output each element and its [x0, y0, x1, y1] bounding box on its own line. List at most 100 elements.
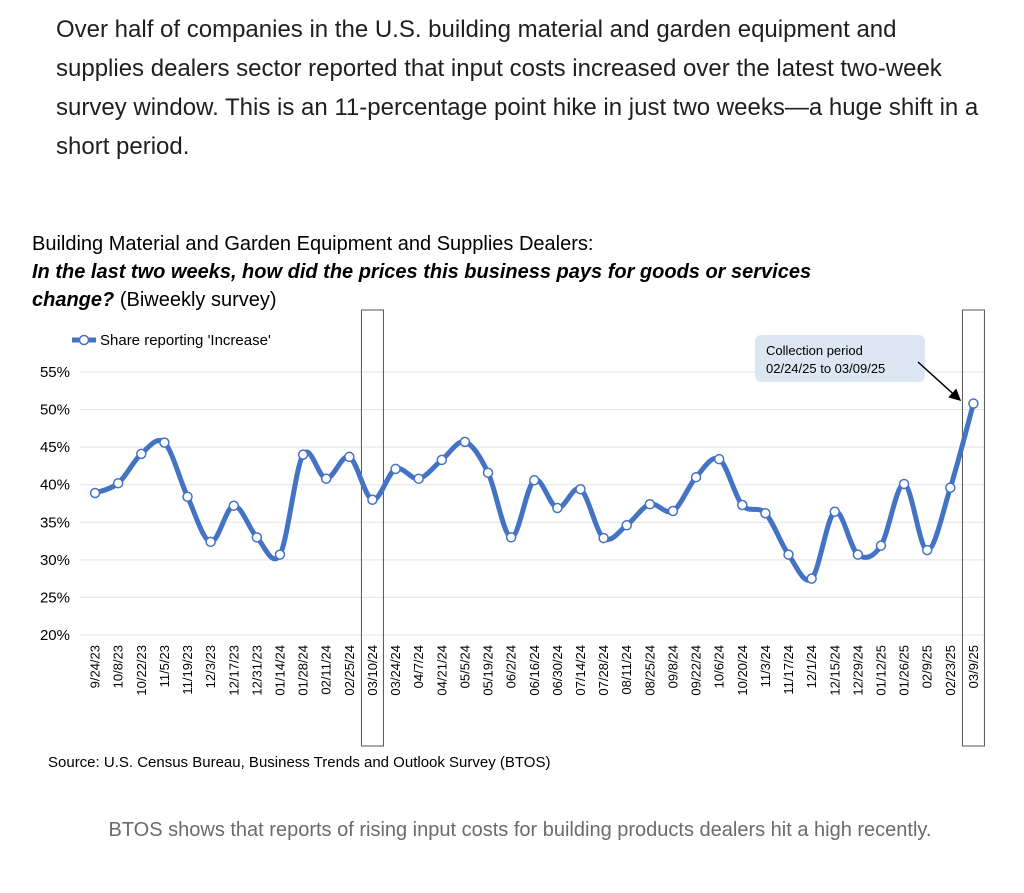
x-tick-label: 10/20/24 [735, 645, 750, 696]
x-tick-label: 07/28/24 [596, 645, 611, 696]
data-point [898, 478, 910, 490]
data-point [921, 544, 933, 556]
highlight-frame [360, 309, 384, 747]
data-point [505, 532, 517, 543]
data-point [737, 499, 748, 511]
x-tick-label: 05/5/24 [457, 645, 472, 688]
x-tick-label: 01/12/25 [873, 645, 888, 696]
y-tick-label: 50% [40, 402, 70, 419]
data-point [829, 506, 840, 518]
x-tick-label: 11/3/24 [758, 645, 773, 687]
data-point [228, 500, 239, 512]
data-point [806, 573, 817, 584]
data-point [529, 474, 540, 486]
data-point [390, 463, 401, 475]
data-point [552, 502, 563, 514]
x-tick-label: 08/25/24 [642, 645, 657, 696]
x-tick-label: 12/17/23 [226, 645, 241, 696]
data-point [297, 449, 309, 460]
x-tick-label: 12/3/23 [203, 645, 218, 688]
data-line [94, 402, 976, 583]
y-tick-label: 55% [40, 364, 70, 381]
data-point [136, 448, 147, 460]
source: Source: U.S. Census Bureau, Business Tre… [48, 754, 550, 771]
chart-title: Building Material and Garden Equipment a… [32, 233, 593, 255]
x-tick-label: 10/22/23 [134, 645, 149, 696]
x-tick-label: 03/10/24 [365, 645, 380, 696]
x-tick-label: 07/14/24 [573, 645, 588, 696]
x-tick-label: 02/23/25 [943, 645, 958, 696]
chart-question: In the last two weeks, how did the price… [32, 261, 811, 283]
chart-subtitle: (Biweekly survey) [120, 289, 277, 311]
y-tick-label: 45% [40, 439, 70, 456]
x-tick-label: 12/1/24 [804, 645, 819, 688]
caption: BTOS shows that reports of rising input … [108, 819, 932, 841]
annotation-arrow [917, 361, 962, 402]
x-tick-label: 10/6/24 [712, 645, 727, 688]
x-tick-label: 04/21/24 [434, 645, 449, 696]
x-tick-label: 01/14/24 [272, 645, 287, 696]
x-tick-label: 05/19/24 [481, 645, 496, 696]
y-tick-label: 20% [40, 627, 70, 644]
x-tick-label: 06/2/24 [504, 645, 519, 688]
data-point [89, 487, 101, 499]
highlight-frame [961, 309, 985, 747]
data-point [367, 494, 378, 505]
annotation-text: 02/24/25 to 03/09/25 [766, 361, 885, 376]
data-point [690, 471, 702, 483]
x-tick-label: 03/24/24 [388, 645, 403, 696]
x-tick-label: 03/9/25 [966, 645, 981, 688]
data-point [482, 467, 494, 478]
x-tick-label: 11/5/23 [157, 645, 172, 687]
data-point [667, 505, 679, 517]
x-tick-label: 02/9/25 [920, 645, 935, 688]
legend-swatch-marker [78, 334, 90, 346]
x-tick-label: 10/8/23 [111, 645, 126, 688]
x-tick-label: 04/7/24 [411, 645, 426, 688]
data-point [251, 532, 263, 543]
x-tick-label: 12/29/24 [850, 645, 865, 696]
data-point [598, 532, 609, 544]
x-tick-label: 09/8/24 [665, 645, 680, 688]
x-tick-label: 06/30/24 [550, 645, 565, 696]
x-tick-label: 12/15/24 [827, 645, 842, 696]
data-point [875, 540, 887, 551]
annotation-text: Collection period [766, 343, 863, 358]
x-tick-label: 02/25/24 [342, 645, 357, 696]
x-tick-label: 08/11/24 [619, 645, 634, 695]
y-tick-label: 30% [40, 552, 70, 569]
x-tick-label: 09/22/24 [689, 645, 704, 696]
data-point [413, 473, 424, 484]
data-point [760, 508, 771, 519]
data-point [182, 491, 193, 502]
data-point [112, 477, 124, 489]
y-tick-label: 40% [40, 477, 70, 494]
x-tick-label: 9/24/23 [88, 645, 103, 688]
x-tick-label: 11/19/23 [180, 645, 195, 695]
data-point [644, 499, 656, 510]
y-tick-label: 25% [40, 589, 70, 606]
chart-question-line: change? (Biweekly survey) [32, 289, 277, 311]
data-point [320, 473, 332, 484]
data-point [852, 549, 864, 560]
data-point [968, 398, 979, 409]
data-point [436, 454, 448, 466]
x-tick-label: 12/31/23 [249, 645, 264, 696]
data-point [344, 451, 355, 463]
x-tick-label: 06/16/24 [527, 645, 542, 696]
data-point [159, 437, 170, 448]
annotation-box [755, 335, 925, 382]
y-tick-label: 35% [40, 514, 70, 531]
x-tick-label: 01/28/24 [296, 645, 311, 696]
data-point [945, 482, 956, 493]
chart-question: change? [32, 289, 114, 311]
data-point [459, 436, 471, 448]
data-point [783, 549, 794, 560]
intro-paragraph: Over half of companies in the U.S. build… [56, 16, 979, 160]
x-tick-label: 02/11/24 [319, 645, 334, 695]
data-point [621, 520, 632, 531]
data-point [713, 453, 725, 465]
legend-label: Share reporting 'Increase' [100, 332, 271, 349]
